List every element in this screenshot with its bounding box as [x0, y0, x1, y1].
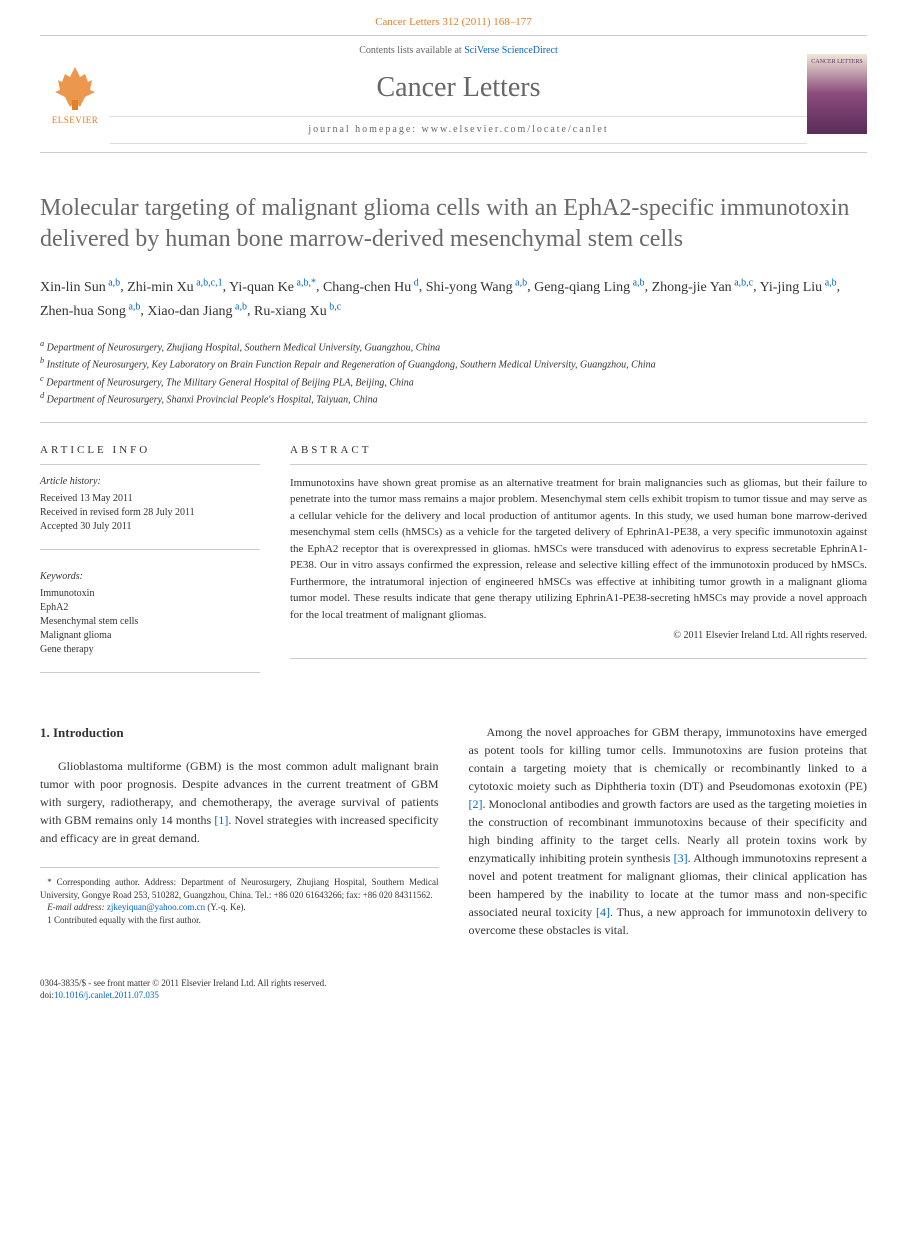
author-affil-sup: a,b [106, 277, 120, 288]
contents-label: Contents lists available at [359, 45, 464, 56]
author: Yi-jing Liu a,b [760, 280, 837, 295]
sciencedirect-link[interactable]: SciVerse ScienceDirect [464, 45, 558, 56]
equal-contribution-note: 1 Contributed equally with the first aut… [40, 914, 439, 927]
keyword: Immunotoxin [40, 587, 260, 601]
body-two-column: 1. Introduction Glioblastoma multiforme … [40, 723, 867, 939]
elsevier-label: ELSEVIER [52, 114, 99, 127]
revised-date: Received in revised form 28 July 2011 [40, 506, 260, 520]
author-affil-sup: a,b,c [732, 277, 753, 288]
author: Xiao-dan Jiang a,b [147, 304, 247, 319]
author: Chang-chen Hu d [323, 280, 419, 295]
author-affil-sup: a,b [513, 277, 527, 288]
author: Zhen-hua Song a,b [40, 304, 140, 319]
info-abstract-row: ARTICLE INFO Article history: Received 1… [40, 443, 867, 692]
author: Yi-quan Ke a,b,* [229, 280, 316, 295]
author-affil-sup: a,b [822, 277, 836, 288]
history-label: Article history: [40, 475, 260, 489]
keyword: EphA2 [40, 601, 260, 615]
author-affil-sup: a,b [126, 301, 140, 312]
ref-link[interactable]: [3] [674, 851, 688, 865]
footer-copyright: 0304-3835/$ - see front matter © 2011 El… [40, 977, 867, 990]
right-column: Among the novel approaches for GBM thera… [469, 723, 868, 939]
author-affil-sup: a,b [630, 277, 644, 288]
keyword: Malignant glioma [40, 629, 260, 643]
elsevier-logo: ELSEVIER [40, 54, 110, 134]
ref-link[interactable]: [2] [469, 797, 483, 811]
affiliation: c Department of Neurosurgery, The Milita… [40, 373, 867, 390]
doi-label: doi: [40, 990, 54, 1000]
elsevier-tree-icon [50, 62, 100, 112]
footnotes-block: * Corresponding author. Address: Departm… [40, 867, 439, 926]
citation-text: Cancer Letters 312 (2011) 168–177 [375, 16, 532, 28]
article-info-heading: ARTICLE INFO [40, 443, 260, 464]
cover-label: CANCER LETTERS [811, 58, 863, 66]
contents-bar: ELSEVIER Contents lists available at Sci… [40, 35, 867, 152]
affiliation: a Department of Neurosurgery, Zhujiang H… [40, 338, 867, 355]
affiliation: d Department of Neurosurgery, Shanxi Pro… [40, 390, 867, 407]
keywords-block: Keywords: ImmunotoxinEphA2Mesenchymal st… [40, 570, 260, 673]
author-affil-sup: d [411, 277, 419, 288]
journal-name: Cancer Letters [110, 68, 807, 107]
contents-available-text: Contents lists available at SciVerse Sci… [110, 44, 807, 58]
article-title: Molecular targeting of malignant glioma … [40, 193, 867, 255]
author: Shi-yong Wang a,b [426, 280, 527, 295]
corresponding-author-note: * Corresponding author. Address: Departm… [40, 876, 439, 901]
ref-link[interactable]: [1] [214, 813, 228, 827]
intro-paragraph-1: Glioblastoma multiforme (GBM) is the mos… [40, 757, 439, 847]
author-affil-sup: a,b,c,1 [194, 277, 223, 288]
abstract-body: Immunotoxins have shown great promise as… [290, 477, 867, 621]
author-affil-sup: a,b [233, 301, 247, 312]
accepted-date: Accepted 30 July 2011 [40, 520, 260, 534]
email-note: E-mail address: zjkeyiquan@yahoo.com.cn … [40, 901, 439, 914]
author: Ru-xiang Xu b,c [254, 304, 341, 319]
article-history-block: Article history: Received 13 May 2011 Re… [40, 475, 260, 550]
email-suffix: (Y.-q. Ke). [205, 902, 246, 912]
footer-doi-line: doi:10.1016/j.canlet.2011.07.035 [40, 989, 867, 1002]
keyword: Gene therapy [40, 643, 260, 657]
page-footer: 0304-3835/$ - see front matter © 2011 El… [40, 969, 867, 1002]
author: Zhi-min Xu a,b,c,1 [127, 280, 222, 295]
keyword: Mesenchymal stem cells [40, 615, 260, 629]
journal-homepage: journal homepage: www.elsevier.com/locat… [110, 116, 807, 144]
author: Geng-qiang Ling a,b [534, 280, 644, 295]
affiliation: b Institute of Neurosurgery, Key Laborat… [40, 355, 867, 372]
journal-center: Contents lists available at SciVerse Sci… [110, 44, 807, 143]
article-info-column: ARTICLE INFO Article history: Received 1… [40, 443, 260, 692]
abstract-column: ABSTRACT Immunotoxins have shown great p… [290, 443, 867, 692]
author-affil-sup: b,c [327, 301, 341, 312]
email-link[interactable]: zjkeyiquan@yahoo.com.cn [107, 902, 205, 912]
ref-link[interactable]: [4] [596, 905, 610, 919]
left-column: 1. Introduction Glioblastoma multiforme … [40, 723, 439, 939]
page-header-citation: Cancer Letters 312 (2011) 168–177 [0, 0, 907, 35]
intro-paragraph-2: Among the novel approaches for GBM thera… [469, 723, 868, 939]
journal-cover-thumbnail: CANCER LETTERS [807, 54, 867, 134]
abstract-text: Immunotoxins have shown great promise as… [290, 475, 867, 660]
section-heading: 1. Introduction [40, 723, 439, 743]
author-affil-sup: a,b,* [294, 277, 316, 288]
authors-list: Xin-lin Sun a,b, Zhi-min Xu a,b,c,1, Yi-… [40, 275, 867, 323]
affiliations-list: a Department of Neurosurgery, Zhujiang H… [40, 338, 867, 423]
keywords-list: ImmunotoxinEphA2Mesenchymal stem cellsMa… [40, 587, 260, 657]
author: Xin-lin Sun a,b [40, 280, 120, 295]
keywords-label: Keywords: [40, 570, 260, 584]
abstract-heading: ABSTRACT [290, 443, 867, 464]
author: Zhong-jie Yan a,b,c [652, 280, 754, 295]
doi-link[interactable]: 10.1016/j.canlet.2011.07.035 [54, 990, 159, 1000]
received-date: Received 13 May 2011 [40, 492, 260, 506]
abstract-copyright: © 2011 Elsevier Ireland Ltd. All rights … [290, 628, 867, 643]
email-label: E-mail address: [47, 902, 107, 912]
